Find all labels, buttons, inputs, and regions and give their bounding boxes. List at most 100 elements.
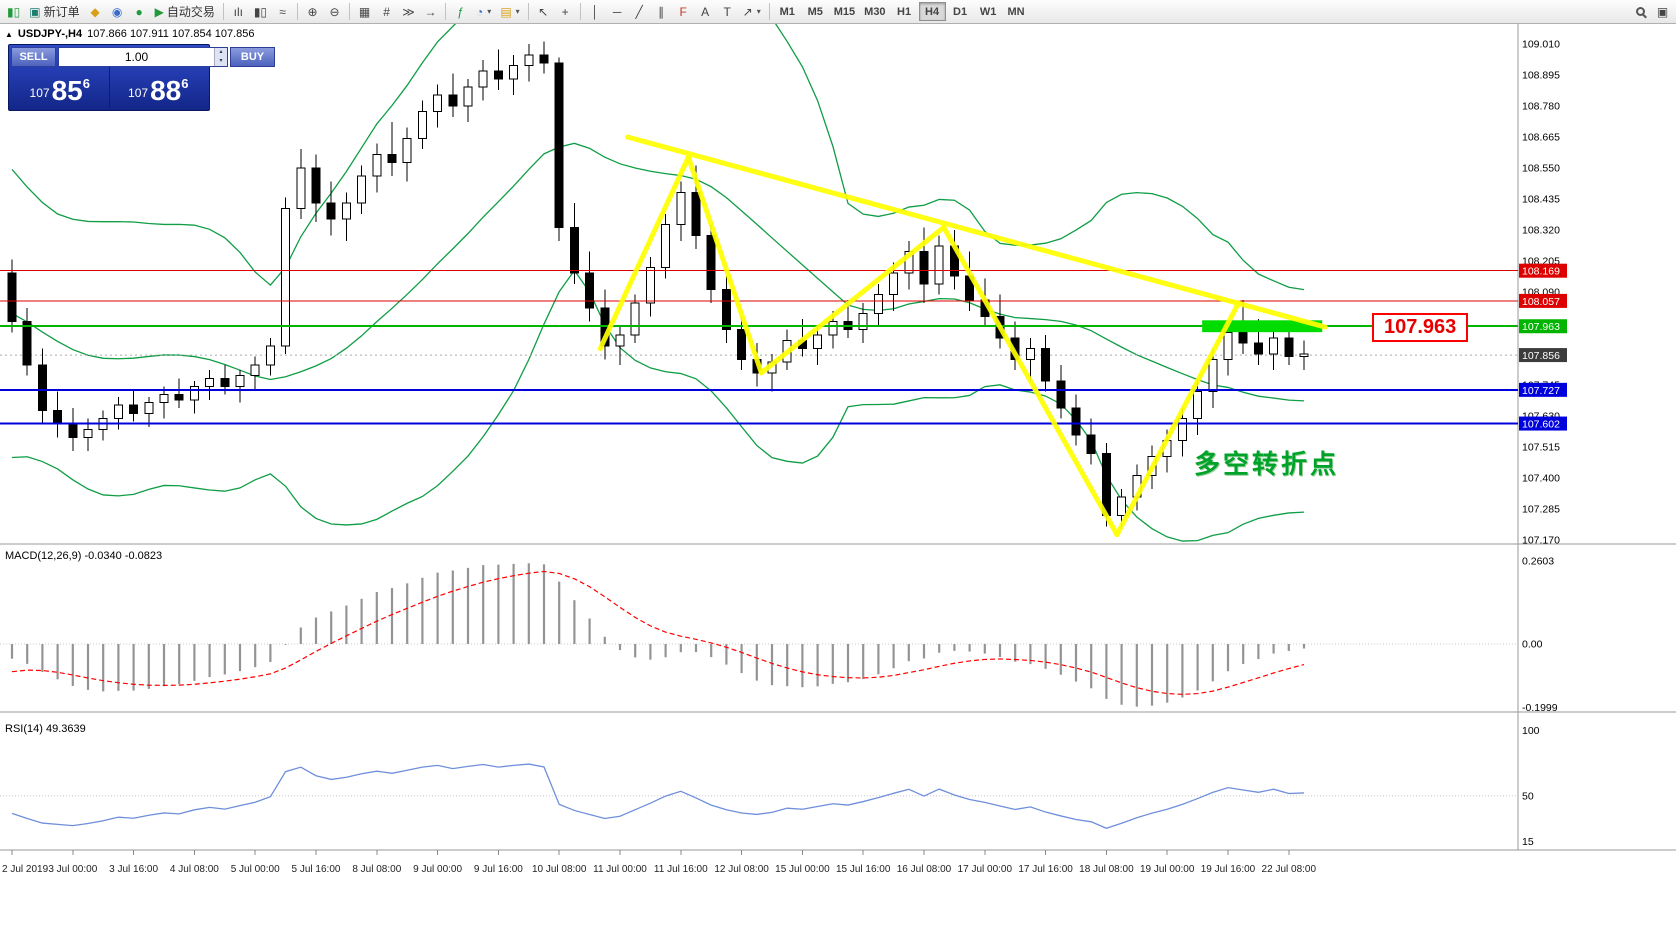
horizontal-line-button[interactable]: ─: [607, 2, 628, 22]
templates-button[interactable]: ▤ ▾: [496, 2, 523, 22]
svg-text:50: 50: [1522, 790, 1534, 802]
periods-button[interactable]: ◔ ▾: [472, 2, 495, 22]
cursor-button[interactable]: ↖: [533, 2, 554, 22]
volume-spinner: ▴ ▾: [214, 48, 227, 66]
text-button[interactable]: A: [695, 2, 716, 22]
svg-text:109.010: 109.010: [1522, 39, 1560, 51]
fibonacci-button[interactable]: F: [673, 2, 694, 22]
periods-icon: ◔: [476, 4, 484, 19]
label-button[interactable]: T: [717, 2, 738, 22]
price-tag: 107.602: [1519, 416, 1567, 431]
chart-window: 109.010 108.895 108.780 108.665 108.550 108.4…: [0, 24, 1676, 948]
app-button[interactable]: ▮▯: [3, 2, 24, 22]
toolbar: ▮▯ ▣ 新订单 ◆ ◉ ● ▶ 自动交易 ılı ▮▯ ≈ ⊕ ⊖ ▦ # ≫ →…: [0, 0, 1676, 24]
svg-text:107.602: 107.602: [1522, 419, 1560, 431]
text-icon: A: [701, 4, 710, 19]
timeframe-m30[interactable]: M30: [860, 2, 889, 21]
svg-text:107.400: 107.400: [1522, 473, 1560, 485]
fibonacci-icon: F: [679, 4, 687, 19]
new-order-label: 新订单: [43, 5, 80, 19]
sell-button[interactable]: SELL: [11, 47, 56, 67]
svg-text:107.727: 107.727: [1522, 385, 1560, 397]
horizontal-line-icon: ─: [612, 4, 622, 19]
vertical-line-button[interactable]: │: [585, 2, 606, 22]
autotrading-button[interactable]: ▶ 自动交易: [151, 2, 219, 22]
zoom-in-button[interactable]: ⊕: [302, 2, 323, 22]
windows-button[interactable]: ▣: [1652, 2, 1673, 22]
arrows-button[interactable]: ↗ ▾: [739, 2, 765, 22]
new-order-icon: ▣: [29, 4, 41, 19]
timeframe-h1[interactable]: H1: [891, 2, 918, 21]
svg-text:108.665: 108.665: [1522, 132, 1560, 144]
auto-scroll-button[interactable]: ≫: [398, 2, 419, 22]
charts-icon: ◆: [90, 4, 100, 19]
line-chart-button[interactable]: ≈: [272, 2, 293, 22]
timeframe-m15[interactable]: M15: [830, 2, 859, 21]
volume-up-button[interactable]: ▴: [215, 48, 227, 57]
timeframe-m1[interactable]: M1: [774, 2, 801, 21]
svg-text:108.435: 108.435: [1522, 194, 1560, 206]
svg-text:15 Jul 00:00: 15 Jul 00:00: [775, 864, 830, 875]
crosshair-button[interactable]: +: [555, 2, 576, 22]
volume-down-button[interactable]: ▾: [215, 57, 227, 66]
search-button[interactable]: [1630, 2, 1651, 22]
buy-button[interactable]: BUY: [230, 47, 275, 67]
sell-price-button[interactable]: 107 85 6: [11, 67, 109, 108]
volume-input[interactable]: [59, 48, 214, 66]
timeframe-h4[interactable]: H4: [918, 2, 946, 21]
channel-icon: ∥: [658, 4, 665, 19]
svg-text:3 Jul 00:00: 3 Jul 00:00: [48, 864, 97, 875]
charts-button[interactable]: ◆: [85, 2, 106, 22]
timeframe-mn[interactable]: MN: [1003, 2, 1030, 21]
timeframe-w1[interactable]: W1: [975, 2, 1002, 21]
svg-text:108.895: 108.895: [1522, 70, 1560, 82]
svg-text:4 Jul 08:00: 4 Jul 08:00: [170, 864, 219, 875]
label-icon: T: [723, 4, 731, 19]
tile-windows-button[interactable]: ▦: [354, 2, 375, 22]
candlestick-button[interactable]: ▮▯: [250, 2, 271, 22]
svg-text:3 Jul 16:00: 3 Jul 16:00: [109, 864, 158, 875]
svg-text:9 Jul 00:00: 9 Jul 00:00: [413, 864, 462, 875]
indicators-icon: ƒ: [457, 4, 464, 19]
svg-text:107.515: 107.515: [1522, 442, 1560, 454]
one-click-trading-panel: SELL ▴ ▾ BUY 107 85 6 107: [8, 44, 275, 111]
symbol-period: USDJPY-,H4: [17, 28, 83, 40]
trendline-icon: ╱: [635, 4, 643, 19]
svg-text:108.057: 108.057: [1522, 296, 1560, 308]
svg-text:9 Jul 16:00: 9 Jul 16:00: [474, 864, 523, 875]
new-order-button[interactable]: ▣ 新订单: [25, 2, 83, 22]
bar-chart-button[interactable]: ılı: [228, 2, 249, 22]
scripts-button[interactable]: ●: [129, 2, 150, 22]
tile-windows-icon: ▦: [358, 4, 371, 19]
chart-shift-button[interactable]: →: [420, 2, 441, 22]
svg-text:15 Jul 16:00: 15 Jul 16:00: [836, 864, 891, 875]
grid-icon: #: [383, 4, 390, 19]
chart-shift-icon: →: [424, 4, 437, 19]
collapse-icon[interactable]: ▲: [5, 29, 13, 39]
vertical-line-icon: │: [591, 4, 599, 19]
svg-text:2 Jul 2019: 2 Jul 2019: [2, 864, 49, 875]
zoom-out-icon: ⊖: [329, 4, 340, 19]
turning-point-label[interactable]: 多空转折点: [1194, 449, 1340, 479]
svg-text:0.2603: 0.2603: [1522, 556, 1554, 568]
chart-canvas[interactable]: 109.010 108.895 108.780 108.665 108.550 108.4…: [0, 24, 1676, 948]
price-annotation-box[interactable]: 107.963: [1372, 313, 1469, 342]
trendline-button[interactable]: ╱: [629, 2, 650, 22]
channel-button[interactable]: ∥: [651, 2, 672, 22]
svg-text:108.550: 108.550: [1522, 163, 1560, 175]
profiles-button[interactable]: ◉: [107, 2, 128, 22]
svg-text:8 Jul 08:00: 8 Jul 08:00: [352, 864, 401, 875]
grid-button[interactable]: #: [376, 2, 397, 22]
timeframe-d1[interactable]: D1: [947, 2, 974, 21]
timeframe-m5[interactable]: M5: [802, 2, 829, 21]
templates-icon: ▤: [500, 4, 512, 19]
svg-text:15: 15: [1522, 836, 1534, 848]
zoom-out-button[interactable]: ⊖: [324, 2, 345, 22]
crosshair-icon: +: [561, 4, 569, 19]
price-tag: 107.727: [1519, 382, 1567, 397]
separator: [445, 3, 447, 20]
buy-price-button[interactable]: 107 88 6: [108, 67, 208, 108]
cursor-icon: ↖: [538, 4, 549, 19]
bar-chart-icon: ılı: [233, 4, 243, 19]
indicators-button[interactable]: ƒ: [450, 2, 471, 22]
